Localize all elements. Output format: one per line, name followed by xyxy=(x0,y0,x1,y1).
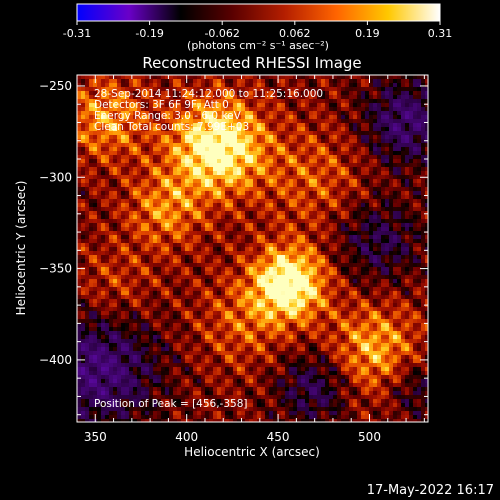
x-tick-label: 400 xyxy=(175,430,198,444)
x-axis-ticks: 350 400 450 500 xyxy=(84,75,425,444)
x-tick-label: 450 xyxy=(267,430,290,444)
annotation-line: Energy Range: 3.0 - 6.0 keV xyxy=(94,110,242,122)
annotation-line: Detectors: 3F 6F 9F, Att 0 xyxy=(94,99,229,111)
colorbar-tick-label: 0.19 xyxy=(355,27,380,40)
colorbar: -0.31 -0.19 -0.062 0.062 0.19 0.31 (photons c… xyxy=(63,3,452,52)
colorbar-tick-label: -0.19 xyxy=(135,27,163,40)
colorbar-tick-label: -0.062 xyxy=(204,27,239,40)
chart-title: Reconstructed RHESSI Image xyxy=(142,54,361,72)
colorbar-bar xyxy=(76,3,441,22)
y-tick-label: −350 xyxy=(39,262,72,276)
heatmap-image xyxy=(77,75,428,422)
y-axis-label: Heliocentric Y (arcsec) xyxy=(14,181,28,316)
colorbar-tick-label: 0.062 xyxy=(279,27,311,40)
x-tick-label: 350 xyxy=(84,430,107,444)
annotations: 28-Sep-2014 11:24:12.000 to 11:25:16.000… xyxy=(94,88,323,410)
peak-position-annotation: Position of Peak = [456,-358] xyxy=(94,398,248,410)
colorbar-tick-label: 0.31 xyxy=(428,27,453,40)
colorbar-tick-label: -0.31 xyxy=(63,27,91,40)
y-tick-label: −250 xyxy=(39,79,72,93)
y-tick-label: −300 xyxy=(39,170,72,184)
colorbar-unit-label: (photons cm⁻² s⁻¹ asec⁻²) xyxy=(187,39,329,52)
colorbar-ticks: -0.31 -0.19 -0.062 0.062 0.19 0.31 xyxy=(63,21,452,40)
y-axis-ticks: −250 −300 −350 −400 xyxy=(39,79,428,416)
x-axis-label: Heliocentric X (arcsec) xyxy=(184,445,320,459)
footer-timestamp: 17-May-2022 16:17 xyxy=(367,483,494,498)
annotation-line: 28-Sep-2014 11:24:12.000 to 11:25:16.000 xyxy=(94,88,323,100)
x-tick-label: 500 xyxy=(358,430,381,444)
plot-frame xyxy=(76,74,429,423)
annotation-line: Clean Total counts: 7.99E+03 xyxy=(94,121,249,133)
y-tick-label: −400 xyxy=(39,353,72,367)
